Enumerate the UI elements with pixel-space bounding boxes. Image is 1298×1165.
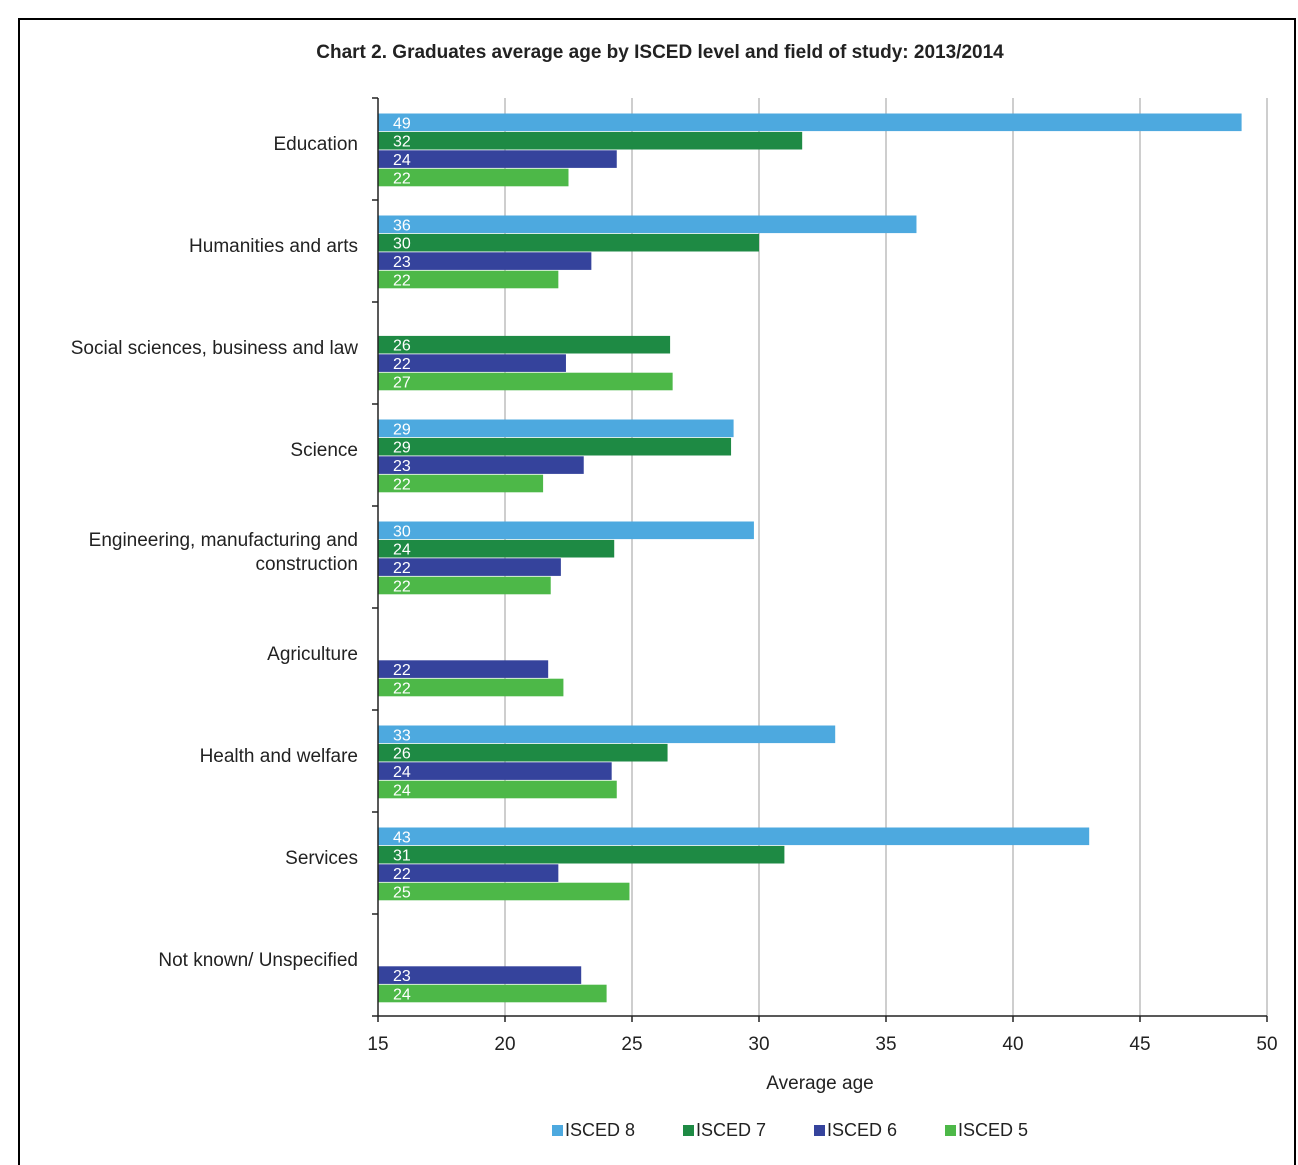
data-label: 22 xyxy=(393,560,411,577)
data-label: 49 xyxy=(393,115,411,132)
data-label: 24 xyxy=(393,152,411,169)
data-label: 36 xyxy=(393,217,411,234)
data-label: 24 xyxy=(393,542,411,559)
x-tick-label: 50 xyxy=(1256,1034,1277,1055)
data-label: 31 xyxy=(393,848,411,865)
bar xyxy=(378,576,551,595)
bar xyxy=(378,437,732,456)
bar xyxy=(378,270,559,289)
bar xyxy=(378,984,607,1003)
bar xyxy=(378,827,1090,846)
legend-label: ISCED 7 xyxy=(696,1120,766,1140)
bar xyxy=(378,725,836,744)
bar xyxy=(378,252,592,270)
category-label: Engineering, manufacturing and xyxy=(89,530,358,551)
category-label: Social sciences, business and law xyxy=(71,338,359,359)
data-label: 22 xyxy=(393,579,411,596)
data-label: 24 xyxy=(393,783,411,800)
data-label: 24 xyxy=(393,764,411,781)
data-label: 29 xyxy=(393,440,411,457)
legend-label: ISCED 5 xyxy=(958,1120,1028,1140)
category-label: Science xyxy=(290,440,358,461)
bar xyxy=(378,678,564,697)
bar xyxy=(378,539,615,558)
legend-swatch xyxy=(683,1125,694,1136)
category-label: Education xyxy=(273,134,358,155)
category-labels: Education Humanities and arts Social scien… xyxy=(71,134,359,971)
data-label: 26 xyxy=(393,746,411,763)
bar xyxy=(378,864,559,882)
data-label: 22 xyxy=(393,171,411,188)
bar xyxy=(378,113,1242,132)
legend-swatch xyxy=(552,1125,563,1136)
data-label: 23 xyxy=(393,458,411,475)
bar xyxy=(378,168,569,187)
category-label: Not known/ Unspecified xyxy=(158,950,358,971)
legend-label: ISCED 6 xyxy=(827,1120,897,1140)
data-label: 26 xyxy=(393,338,411,355)
bar xyxy=(378,558,561,576)
chart-title: Chart 2. Graduates average age by ISCED … xyxy=(316,42,1004,63)
legend-label: ISCED 8 xyxy=(565,1120,635,1140)
x-axis-title: Average age xyxy=(766,1073,873,1094)
data-label: 43 xyxy=(393,829,411,846)
data-label: 22 xyxy=(393,662,411,679)
x-tick-label: 15 xyxy=(367,1034,388,1055)
data-label: 23 xyxy=(393,968,411,985)
bars: 4936293033433230262924263124232223222224… xyxy=(378,113,1242,1004)
bar xyxy=(378,215,917,234)
data-label: 23 xyxy=(393,254,411,271)
x-tick-label: 40 xyxy=(1002,1034,1023,1055)
bar xyxy=(378,131,803,150)
x-tick-label: 35 xyxy=(875,1034,896,1055)
bar xyxy=(378,456,584,474)
chart-frame xyxy=(18,18,1296,1165)
bar xyxy=(378,966,582,984)
x-tick-label: 30 xyxy=(748,1034,769,1055)
data-label: 22 xyxy=(393,866,411,883)
legend-swatch xyxy=(945,1125,956,1136)
category-label: Humanities and arts xyxy=(189,236,358,257)
bar xyxy=(378,780,617,799)
bar xyxy=(378,762,612,780)
category-label: Services xyxy=(285,848,358,869)
data-label: 22 xyxy=(393,273,411,290)
bar xyxy=(378,521,754,540)
legend: ISCED 8 ISCED 7 ISCED 6 ISCED 5 xyxy=(552,1120,1028,1140)
data-label: 22 xyxy=(393,681,411,698)
bar xyxy=(378,354,566,372)
data-label: 27 xyxy=(393,375,411,392)
bar xyxy=(378,419,734,438)
bar xyxy=(378,372,673,391)
bar xyxy=(378,743,668,762)
bar xyxy=(378,882,630,901)
category-label: construction xyxy=(256,554,358,575)
data-label: 24 xyxy=(393,987,411,1004)
data-label: 32 xyxy=(393,134,411,151)
data-label: 30 xyxy=(393,523,411,540)
data-label: 22 xyxy=(393,356,411,373)
bar xyxy=(378,335,671,354)
bar xyxy=(378,233,759,252)
legend-swatch xyxy=(814,1125,825,1136)
data-label: 29 xyxy=(393,421,411,438)
bar xyxy=(378,660,549,678)
category-label: Health and welfare xyxy=(200,746,358,767)
data-label: 22 xyxy=(393,477,411,494)
bar xyxy=(378,845,785,864)
axes: 15 20 25 30 35 40 45 50 xyxy=(367,97,1278,1055)
x-tick-label: 20 xyxy=(494,1034,515,1055)
data-label: 33 xyxy=(393,727,411,744)
category-label: Agriculture xyxy=(267,644,358,665)
x-tick-label: 25 xyxy=(621,1034,642,1055)
bar xyxy=(378,474,544,493)
data-label: 30 xyxy=(393,236,411,253)
data-label: 25 xyxy=(393,885,411,902)
bar xyxy=(378,150,617,168)
x-tick-label: 45 xyxy=(1129,1034,1150,1055)
